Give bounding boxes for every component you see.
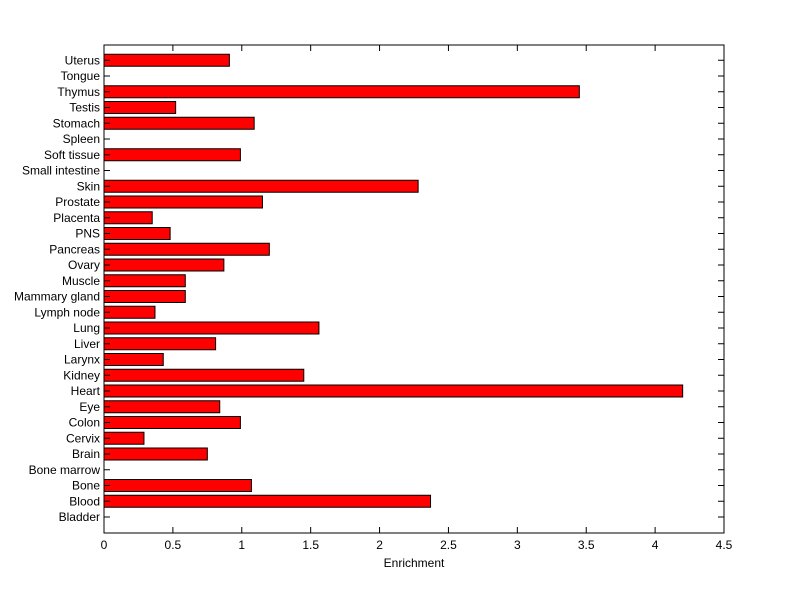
bar (103, 290, 186, 303)
y-tick-label: Small intestine (22, 164, 100, 178)
bar (103, 321, 320, 335)
x-tick-label: 4 (652, 538, 659, 552)
bar (103, 179, 419, 193)
x-tick-label: 0 (101, 538, 108, 552)
y-tick-label: Lymph node (34, 305, 100, 319)
y-tick-label: Placenta (53, 211, 100, 225)
x-tick-label: 1.5 (302, 538, 319, 552)
bar (103, 242, 270, 256)
bar (103, 416, 241, 429)
y-tick-label: Uterus (65, 53, 100, 67)
y-tick-label: Tongue (61, 69, 101, 83)
plot-frame (103, 44, 725, 534)
x-axis-title: Enrichment (384, 556, 445, 570)
y-tick-label: Soft tissue (44, 148, 100, 162)
bar (103, 305, 156, 319)
y-tick-label: Cervix (66, 431, 100, 445)
y-tick-label: Bone marrow (29, 463, 101, 477)
bar (103, 494, 432, 508)
bar (103, 479, 252, 492)
bar (103, 400, 221, 414)
y-tick-label: Thymus (57, 85, 100, 99)
bar (103, 384, 684, 398)
bar (103, 447, 208, 461)
y-tick-label: Heart (71, 384, 101, 398)
bar (103, 195, 263, 209)
axis-ticks (103, 45, 725, 533)
y-tick-label: Ovary (68, 258, 100, 272)
y-tick-label: Bone (72, 479, 100, 493)
y-tick-label: Bladder (59, 510, 100, 524)
x-tick-label: 4.5 (716, 538, 733, 552)
x-tick-label: 0.5 (165, 538, 182, 552)
bar (103, 85, 580, 99)
x-tick-label: 2.5 (440, 538, 457, 552)
x-tick-label: 1 (238, 538, 245, 552)
bar (103, 337, 217, 351)
y-tick-label: Stomach (53, 116, 100, 130)
bar (103, 53, 230, 67)
bar (103, 368, 305, 382)
bar (103, 258, 225, 272)
y-tick-label: Brain (72, 447, 100, 461)
x-tick-label: 2 (376, 538, 383, 552)
y-tick-label: Blood (69, 494, 100, 508)
y-tick-label: Lung (73, 321, 100, 335)
y-tick-label: Colon (69, 416, 100, 430)
y-tick-label: Spleen (63, 132, 100, 146)
bar (103, 353, 164, 366)
y-tick-label: Kidney (63, 368, 100, 382)
y-tick-label: Muscle (62, 274, 100, 288)
x-tick-labels: 0 0.5 1 1.5 2 2.5 3 3.5 4 4.5 (101, 538, 733, 552)
y-tick-label: PNS (75, 227, 100, 241)
y-tick-label: Eye (79, 400, 100, 414)
y-tick-label: Liver (74, 337, 100, 351)
bar (103, 211, 153, 225)
bar (103, 274, 186, 288)
bar (103, 116, 255, 130)
x-tick-label: 3.5 (578, 538, 595, 552)
bar (103, 227, 171, 240)
bar (103, 101, 177, 114)
y-tick-label: Skin (77, 179, 100, 193)
y-tick-label: Testis (69, 101, 100, 115)
y-tick-label: Mammary gland (14, 290, 100, 304)
y-tick-label: Prostate (55, 195, 100, 209)
bar (103, 148, 241, 162)
y-tick-label: Pancreas (49, 242, 100, 256)
x-tick-label: 3 (514, 538, 521, 552)
y-tick-label: Larynx (64, 353, 100, 367)
